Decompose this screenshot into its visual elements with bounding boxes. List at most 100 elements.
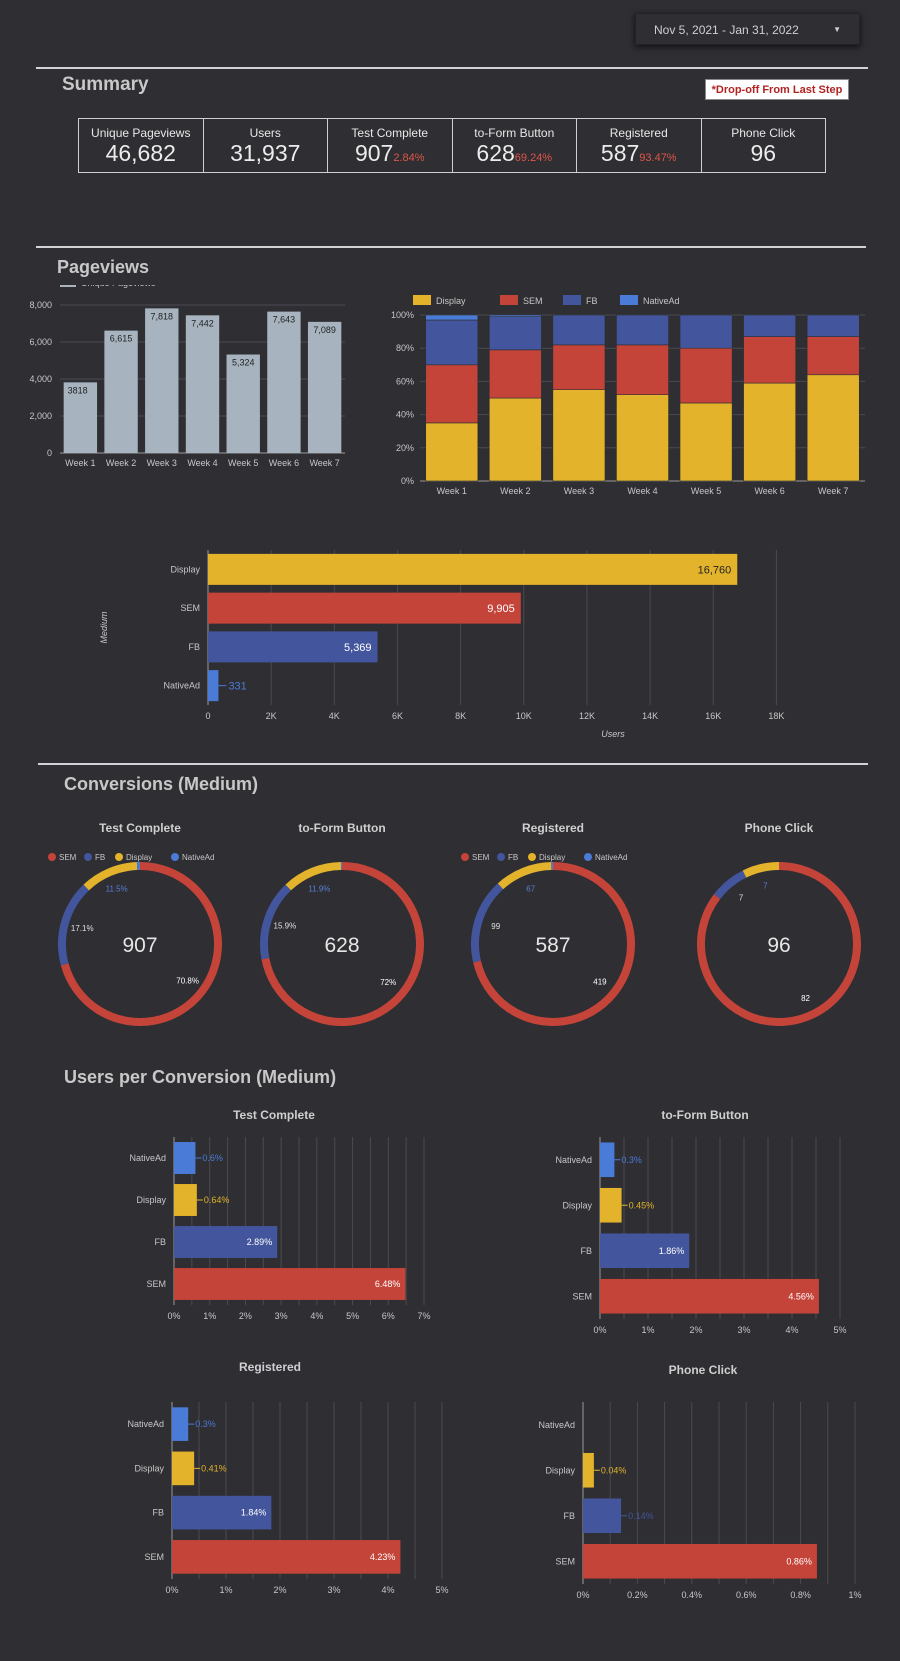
bar [226, 354, 260, 453]
y-tick-label: NativeAd [129, 1153, 166, 1163]
donut-slice [742, 862, 780, 878]
data-label: 3818 [68, 385, 88, 395]
y-tick-label: 0 [47, 448, 52, 458]
donut-slice [60, 862, 222, 1026]
bar [172, 1495, 272, 1530]
donut-slice [497, 862, 552, 890]
slice-label: 82 [801, 994, 810, 1003]
data-label: 0.3% [621, 1155, 642, 1165]
x-tick-label: Week 4 [627, 486, 657, 496]
kpi-label: Phone Click [731, 126, 796, 140]
chart-title: Phone Click [669, 1363, 738, 1377]
data-label: 4.56% [788, 1291, 814, 1301]
divider [36, 67, 868, 69]
donut-slice [261, 862, 424, 1026]
legend-swatch [60, 285, 76, 287]
donut-center-value: 96 [767, 934, 790, 957]
slice-label: 11.9% [308, 884, 330, 893]
slice-label: 7 [739, 894, 744, 903]
bar [600, 1142, 615, 1178]
y-tick-label: SEM [146, 1279, 166, 1289]
legend-dot [171, 853, 179, 861]
bar [104, 330, 138, 453]
kpi-users: Users 31,937 [204, 119, 328, 172]
bar-segment [679, 402, 733, 482]
legend-dot [497, 853, 505, 861]
chart-title: to-Form Button [661, 1108, 748, 1122]
data-label: 0.3% [195, 1419, 216, 1429]
legend-dot [84, 853, 92, 861]
x-tick-label: 16K [705, 711, 721, 721]
x-tick-label: Week 5 [228, 458, 258, 468]
x-tick-label: 2K [266, 711, 277, 721]
x-tick-label: 4% [310, 1311, 323, 1321]
bar-segment [616, 394, 669, 482]
bar-segment [743, 336, 797, 384]
kpi-label: to-Form Button [474, 126, 555, 140]
divider [36, 246, 866, 248]
legend-label: Unique Pageviews [81, 285, 156, 288]
x-tick-label: 10K [516, 711, 532, 721]
bar [172, 1451, 195, 1486]
slice-label: 67 [526, 884, 535, 893]
bar [583, 1543, 817, 1579]
donut-slice [473, 862, 635, 1026]
x-tick-label: 3% [327, 1585, 340, 1595]
bar-segment [425, 364, 479, 424]
y-tick-label: FB [580, 1246, 592, 1256]
bar-segment [425, 314, 479, 321]
caret-down-icon: ▼ [833, 25, 841, 34]
bar-segment [616, 314, 669, 346]
data-label: 5,369 [344, 642, 372, 654]
x-tick-label: Week 6 [754, 486, 784, 496]
x-tick-label: 0.6% [736, 1590, 757, 1600]
kpi-test-complete: Test Complete 9072.84% [328, 119, 453, 172]
kpi-unique-pageviews: Unique Pageviews 46,682 [79, 119, 204, 172]
kpi-value: 46,682 [105, 140, 176, 166]
bar-segment [806, 314, 860, 337]
kpi-value: 96 [750, 140, 777, 166]
y-tick-label: NativeAd [555, 1155, 592, 1165]
x-tick-label: 2% [273, 1585, 286, 1595]
x-axis-label: Users [601, 729, 625, 739]
x-tick-label: Week 6 [269, 458, 299, 468]
x-tick-label: 0% [593, 1325, 606, 1335]
date-range-selector[interactable]: Nov 5, 2021 - Jan 31, 2022 ▼ [635, 13, 860, 45]
x-tick-label: 4K [329, 711, 340, 721]
kpi-label: Users [249, 126, 281, 140]
bar-segment [806, 374, 860, 482]
bar-segment [488, 397, 542, 482]
bar [307, 321, 342, 453]
kpi-registered: Registered 58793.47% [577, 119, 702, 172]
legend-dot [461, 853, 469, 861]
legend-label: Display [436, 296, 466, 306]
y-tick-label: 40% [396, 410, 414, 420]
y-tick-label: Display [170, 564, 200, 574]
kpi-pct: 2.84% [393, 152, 425, 164]
x-tick-label: 18K [768, 711, 784, 721]
bar [174, 1226, 278, 1258]
chart-title: Test Complete [99, 821, 181, 835]
slice-label: 99 [491, 922, 500, 931]
legend-label: NativeAd [643, 296, 680, 306]
slice-label: 72% [380, 978, 396, 987]
donut-center-value: 628 [324, 934, 359, 957]
x-tick-label: 3% [275, 1311, 288, 1321]
x-tick-label: 0.8% [790, 1590, 811, 1600]
users-by-medium-chart: 0 2K 4K 6K 8K 10K 12K 14K 16K 18K Display 16,760 SEM… [99, 550, 784, 739]
data-label: 0.14% [628, 1511, 654, 1521]
data-label: 7,089 [313, 325, 336, 335]
y-tick-label: 100% [391, 310, 414, 320]
bar-segment [552, 314, 606, 346]
dropoff-note: *Drop-off From Last Step [705, 79, 849, 100]
legend-label: SEM [523, 296, 543, 306]
kpi-value: 628 [476, 140, 515, 166]
donut-registered: Registered SEM FB Display NativeAd 419 99 67 587 [461, 821, 635, 1026]
legend-label: Display [539, 853, 565, 862]
legend-label: FB [508, 853, 518, 862]
slice-label: 15.9% [274, 922, 297, 931]
slice-label: 17.1% [71, 924, 94, 933]
chart-title: Phone Click [745, 821, 814, 835]
y-tick-label: SEM [180, 603, 200, 613]
weekly-medium-share-chart: 0% 20% 40% 60% 80% 100% Display SEM FB NativeAd We… [391, 295, 865, 496]
